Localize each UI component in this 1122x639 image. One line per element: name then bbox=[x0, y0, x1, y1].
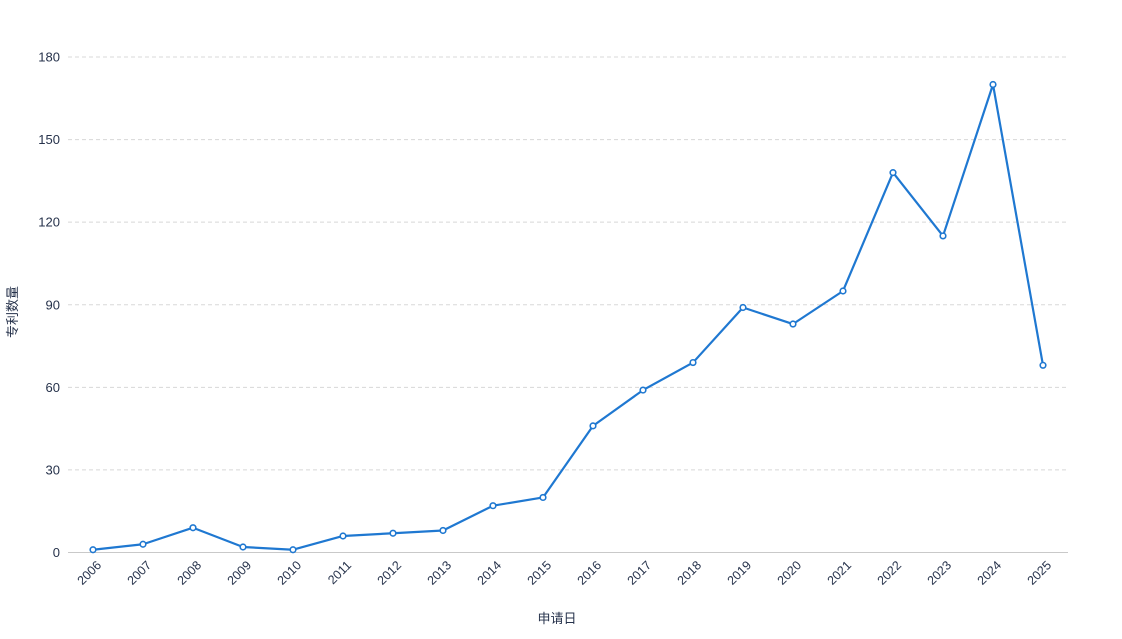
data-point[interactable] bbox=[689, 358, 697, 367]
data-point[interactable] bbox=[789, 320, 797, 328]
x-tick-label: 2020 bbox=[775, 558, 805, 588]
x-tick-label: 2024 bbox=[975, 558, 1005, 588]
y-tick-label: 180 bbox=[38, 50, 60, 65]
x-tick-label: 2013 bbox=[425, 558, 455, 588]
y-tick-label: 120 bbox=[38, 215, 60, 230]
x-axis-title: 申请日 bbox=[537, 611, 576, 626]
y-tick-label: 60 bbox=[46, 380, 60, 395]
data-point[interactable] bbox=[1039, 361, 1047, 369]
x-tick-label: 2018 bbox=[675, 558, 705, 588]
x-tick-label: 2009 bbox=[225, 558, 255, 588]
data-point[interactable] bbox=[89, 546, 97, 554]
data-point[interactable] bbox=[389, 529, 397, 537]
series-line bbox=[91, 83, 1045, 551]
x-tick-label: 2007 bbox=[125, 558, 155, 588]
data-point[interactable] bbox=[289, 546, 297, 554]
data-point[interactable] bbox=[939, 232, 947, 240]
x-tick-label: 2011 bbox=[325, 558, 354, 587]
data-point[interactable] bbox=[239, 543, 247, 551]
y-tick-labels-group: 0 30 60 90 120 150 180 bbox=[38, 50, 60, 561]
data-point[interactable] bbox=[639, 386, 647, 394]
data-point[interactable] bbox=[189, 524, 197, 532]
data-point[interactable] bbox=[539, 493, 547, 502]
x-tick-label: 2019 bbox=[725, 558, 755, 588]
data-point[interactable] bbox=[339, 532, 347, 540]
data-point[interactable] bbox=[739, 303, 747, 312]
x-tick-label: 2006 bbox=[75, 558, 105, 588]
x-tick-label: 2014 bbox=[475, 558, 505, 588]
data-point[interactable] bbox=[989, 80, 997, 89]
x-tick-label: 2025 bbox=[1025, 558, 1055, 588]
y-tick-label: 150 bbox=[38, 132, 60, 147]
x-tick-label: 2017 bbox=[625, 558, 655, 588]
y-tick-label: 0 bbox=[53, 545, 60, 560]
series-group bbox=[89, 80, 1047, 554]
x-tick-label: 2023 bbox=[925, 558, 955, 588]
data-point[interactable] bbox=[589, 422, 597, 430]
y-axis-title: 专利数量 bbox=[5, 286, 20, 338]
y-tick-label: 90 bbox=[46, 297, 60, 312]
x-tick-labels-group: 2006 2007 2008 2009 2010 2011 2012 2013 2014 2015… bbox=[75, 558, 1055, 588]
y-tick-label: 30 bbox=[46, 462, 60, 477]
x-tick-label: 2015 bbox=[525, 558, 555, 588]
data-point[interactable] bbox=[439, 526, 447, 535]
data-point[interactable] bbox=[139, 540, 147, 548]
x-tick-label: 2022 bbox=[875, 558, 905, 588]
x-tick-label: 2021 bbox=[825, 558, 855, 588]
x-tick-label: 2012 bbox=[375, 558, 405, 588]
data-point[interactable] bbox=[839, 287, 847, 295]
x-tick-label: 2008 bbox=[175, 558, 205, 588]
gridlines-group bbox=[68, 56, 1068, 553]
x-tick-label: 2016 bbox=[575, 558, 605, 588]
data-point[interactable] bbox=[489, 502, 497, 510]
data-point[interactable] bbox=[889, 169, 897, 177]
x-tick-label: 2010 bbox=[275, 558, 305, 588]
